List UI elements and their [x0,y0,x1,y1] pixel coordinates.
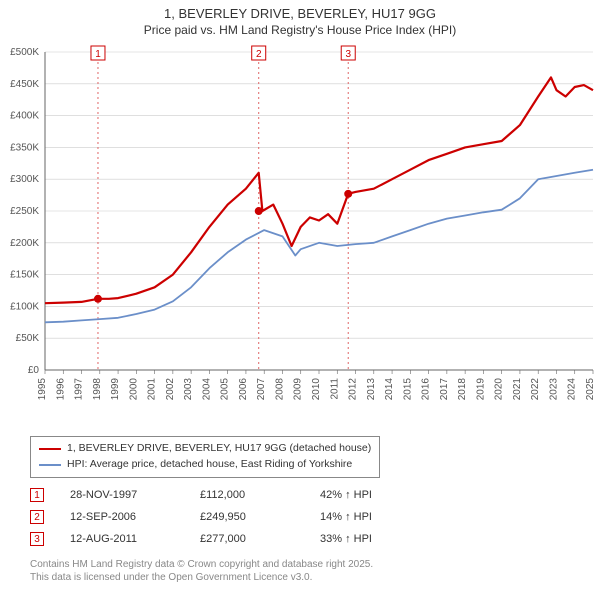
svg-text:2022: 2022 [530,378,541,401]
svg-text:2025: 2025 [585,378,596,401]
svg-text:1998: 1998 [92,378,103,401]
svg-text:£400K: £400K [10,111,39,122]
svg-text:2013: 2013 [366,378,377,401]
svg-text:2009: 2009 [293,378,304,401]
svg-text:2023: 2023 [548,378,559,401]
sale-badge: 3 [30,532,44,546]
sale-delta: 14% ↑ HPI [320,511,420,523]
legend-swatch [39,464,61,466]
svg-text:2003: 2003 [183,378,194,401]
sale-date: 12-AUG-2011 [70,533,200,545]
attribution-footer: Contains HM Land Registry data © Crown c… [30,558,373,584]
legend: 1, BEVERLEY DRIVE, BEVERLEY, HU17 9GG (d… [30,436,380,478]
svg-text:2005: 2005 [220,378,231,401]
svg-text:2004: 2004 [201,378,212,401]
svg-text:2020: 2020 [494,378,505,401]
svg-text:£250K: £250K [10,206,39,217]
svg-text:1999: 1999 [110,378,121,401]
svg-text:2011: 2011 [329,378,340,400]
title-sub: Price paid vs. HM Land Registry's House … [0,23,600,37]
svg-text:2008: 2008 [274,378,285,401]
svg-text:2014: 2014 [384,378,395,401]
sale-date: 28-NOV-1997 [70,489,200,501]
sales-table: 1 28-NOV-1997 £112,000 42% ↑ HPI 2 12-SE… [30,484,420,550]
svg-text:2002: 2002 [165,378,176,401]
price-chart-svg: £0 £50K £100K £150K £200K £250K £300K £350K £400… [0,44,600,424]
svg-text:1995: 1995 [37,378,48,401]
footer-line: This data is licensed under the Open Gov… [30,571,373,584]
svg-text:2000: 2000 [128,378,139,401]
chart-area: £0 £50K £100K £150K £200K £250K £300K £350K £400… [0,44,600,424]
svg-text:2010: 2010 [311,378,322,401]
svg-text:£150K: £150K [10,270,39,281]
svg-text:2001: 2001 [147,378,158,401]
svg-text:£300K: £300K [10,174,39,185]
svg-text:1996: 1996 [55,378,66,401]
chart-title-block: 1, BEVERLEY DRIVE, BEVERLEY, HU17 9GG Pr… [0,0,600,37]
svg-text:2006: 2006 [238,378,249,401]
svg-text:2019: 2019 [475,378,486,401]
legend-label: HPI: Average price, detached house, East… [67,457,352,473]
svg-text:3: 3 [345,49,351,60]
svg-text:£200K: £200K [10,238,39,249]
sale-row: 3 12-AUG-2011 £277,000 33% ↑ HPI [30,528,420,550]
sale-badge: 1 [30,488,44,502]
legend-item: 1, BEVERLEY DRIVE, BEVERLEY, HU17 9GG (d… [39,441,371,457]
svg-text:2012: 2012 [348,378,359,401]
svg-text:2015: 2015 [402,378,413,401]
svg-text:£350K: £350K [10,142,39,153]
svg-text:1997: 1997 [74,378,85,401]
sale-price: £249,950 [200,511,320,523]
legend-item: HPI: Average price, detached house, East… [39,457,371,473]
svg-text:£50K: £50K [16,333,40,344]
svg-text:2018: 2018 [457,378,468,401]
svg-text:2024: 2024 [567,378,578,401]
svg-text:£0: £0 [28,365,40,376]
svg-text:£450K: £450K [10,79,39,90]
sale-delta: 33% ↑ HPI [320,533,420,545]
sale-date: 12-SEP-2006 [70,511,200,523]
svg-text:1: 1 [95,49,101,60]
sale-price: £112,000 [200,489,320,501]
sale-delta: 42% ↑ HPI [320,489,420,501]
legend-label: 1, BEVERLEY DRIVE, BEVERLEY, HU17 9GG (d… [67,441,371,457]
svg-text:2017: 2017 [439,378,450,401]
sale-row: 1 28-NOV-1997 £112,000 42% ↑ HPI [30,484,420,506]
svg-text:£500K: £500K [10,47,39,58]
title-main: 1, BEVERLEY DRIVE, BEVERLEY, HU17 9GG [0,6,600,21]
footer-line: Contains HM Land Registry data © Crown c… [30,558,373,571]
svg-text:£100K: £100K [10,301,39,312]
sale-badge: 2 [30,510,44,524]
legend-swatch [39,448,61,450]
svg-text:2007: 2007 [256,378,267,401]
sale-price: £277,000 [200,533,320,545]
svg-text:2: 2 [256,49,262,60]
svg-text:2016: 2016 [421,378,432,401]
svg-text:2021: 2021 [512,378,523,401]
sale-row: 2 12-SEP-2006 £249,950 14% ↑ HPI [30,506,420,528]
